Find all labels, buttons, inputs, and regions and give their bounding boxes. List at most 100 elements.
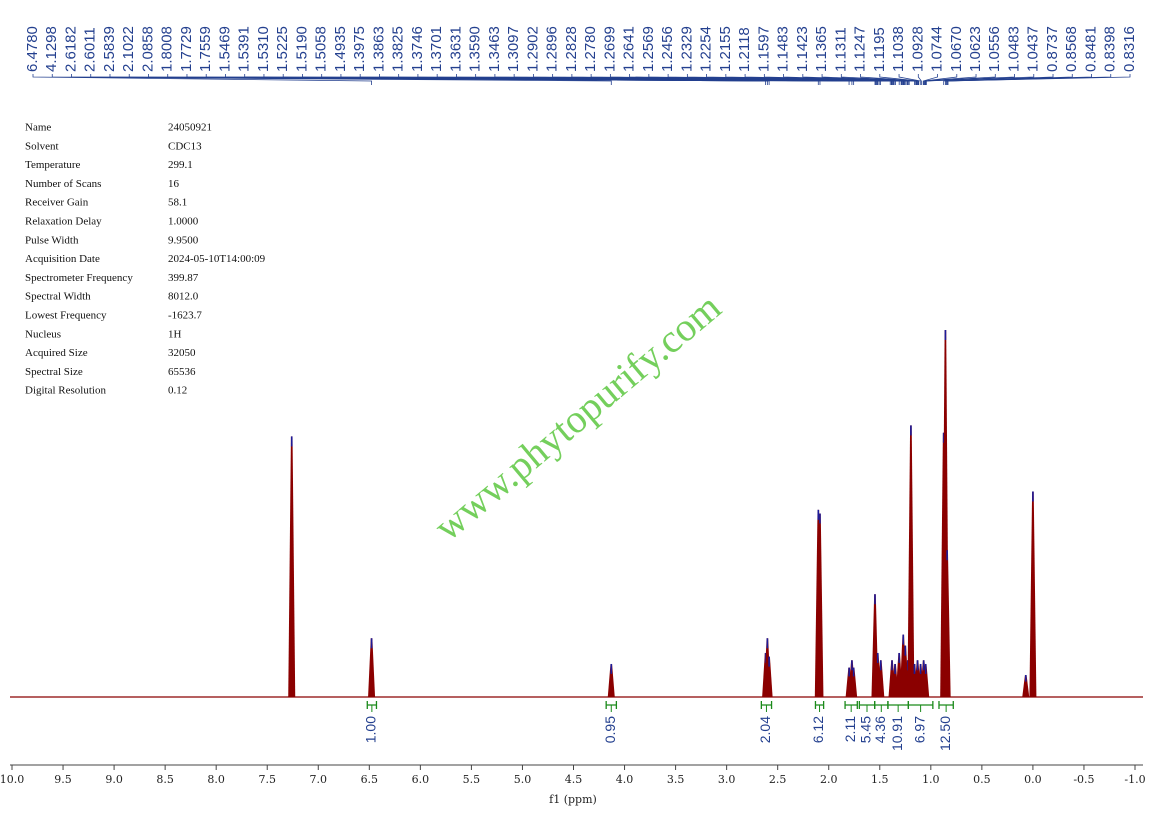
peak (765, 656, 773, 697)
param-name: Name (25, 122, 51, 134)
x-tick-label: -0.5 (1073, 773, 1094, 786)
peak (877, 660, 885, 697)
peak-label: 1.8008 (159, 26, 176, 72)
peak-leader (840, 74, 918, 85)
peak (943, 550, 951, 697)
peak (907, 425, 915, 697)
param-name: Spectral Width (25, 291, 91, 303)
integral-label: 12.50 (937, 716, 953, 751)
integral-label: 6.12 (810, 716, 826, 743)
peak-label: 1.0670 (948, 26, 965, 72)
peak-leader (51, 74, 612, 85)
peak-leader (917, 74, 922, 85)
peak-label: 1.5190 (293, 26, 310, 72)
peak-label: 1.3701 (428, 26, 445, 72)
param-name: Digital Resolution (25, 385, 106, 397)
param-value: 32050 (168, 347, 196, 359)
peak-label: 1.2828 (563, 26, 580, 72)
peak-label: 1.7559 (197, 26, 214, 72)
peak (816, 513, 824, 697)
peak-label: 6.4780 (24, 26, 41, 72)
peak-label: 2.6182 (62, 26, 79, 72)
param-value: 9.9500 (168, 234, 199, 246)
x-tick-label: 9.0 (105, 773, 123, 786)
param-value: 24050921 (168, 122, 212, 134)
param-name: Nucleus (25, 328, 61, 340)
peak-label: 4.1298 (43, 26, 60, 72)
peak-label: 1.3590 (467, 26, 484, 72)
watermark: www.phytopurify.com (425, 284, 729, 549)
peak-label: 0.8398 (1102, 26, 1119, 72)
peak-leader (922, 74, 938, 85)
param-value: 2024-05-10T14:00:09 (168, 253, 266, 265)
param-value: 65536 (168, 366, 196, 378)
peak-label: 1.3863 (370, 26, 387, 72)
x-tick-label: 10.0 (0, 773, 24, 786)
peak-label: 1.2155 (717, 26, 734, 72)
param-value: CDC13 (168, 140, 202, 152)
peak-leader (923, 74, 958, 85)
peak-label: 1.0556 (986, 26, 1003, 72)
peak-label: 1.3463 (486, 26, 503, 72)
peak-label: 1.2896 (544, 26, 561, 72)
x-axis-label: f1 (ppm) (549, 793, 597, 806)
param-value: 16 (168, 178, 180, 190)
peak-label: 1.5310 (255, 26, 272, 72)
peak-leader (821, 74, 918, 85)
x-tick-label: 2.0 (820, 773, 838, 786)
peak (1029, 491, 1037, 697)
param-name: Relaxation Delay (25, 216, 102, 228)
peak-label: 1.4935 (332, 26, 349, 72)
peak-label: 1.3825 (390, 26, 407, 72)
x-tick-label: 0.0 (1024, 773, 1042, 786)
peak-label: 1.0744 (929, 26, 946, 72)
peak-label: 0.8481 (1082, 26, 1099, 72)
peak-label: 1.3097 (505, 26, 522, 72)
peak-label: 1.1247 (852, 26, 869, 72)
peak-label: 1.5391 (236, 26, 253, 72)
integral-label: 0.95 (602, 716, 618, 743)
peak-leader (924, 74, 977, 85)
x-tick-label: 3.0 (718, 773, 736, 786)
peak-label: 2.6011 (82, 27, 99, 72)
x-tick-label: 8.0 (207, 773, 225, 786)
x-tick-label: 7.0 (310, 773, 328, 786)
param-name: Lowest Frequency (25, 310, 107, 322)
peak-label: 1.1195 (871, 27, 888, 72)
peak-label: 1.1423 (794, 26, 811, 72)
integral-label: 5.45 (858, 716, 874, 743)
integral-label: 2.04 (757, 716, 773, 743)
peak-label: 1.2641 (621, 26, 638, 72)
param-name: Temperature (25, 159, 81, 171)
x-tick-label: 5.0 (514, 773, 532, 786)
peak-label: 1.3746 (409, 26, 426, 72)
x-tick-label: 3.5 (667, 773, 685, 786)
peak-label: 1.2699 (601, 26, 618, 72)
peak (850, 667, 858, 697)
peak-leader (924, 74, 996, 85)
param-value: -1623.7 (168, 310, 202, 322)
peak (288, 436, 296, 697)
peak-label: 1.5469 (216, 26, 233, 72)
peak-leader (879, 74, 920, 85)
peak-leader (925, 74, 1035, 85)
integral-label: 4.36 (872, 716, 888, 743)
param-name: Pulse Width (25, 234, 79, 246)
peak-label: 1.0623 (967, 26, 984, 72)
peak-label: 1.1483 (775, 26, 792, 72)
param-value: 299.1 (168, 159, 193, 171)
peak-label: 1.0437 (1025, 26, 1042, 72)
peak (1022, 674, 1030, 697)
x-tick-label: 9.5 (54, 773, 72, 786)
x-tick-label: 5.5 (463, 773, 481, 786)
peak-label: 1.2569 (640, 26, 657, 72)
x-tick-label: 6.0 (412, 773, 430, 786)
x-tick-label: 4.0 (616, 773, 634, 786)
x-tick-label: 4.5 (565, 773, 583, 786)
x-tick-label: 6.5 (361, 773, 379, 786)
peak-label: 1.5058 (313, 26, 330, 72)
param-name: Spectral Size (25, 366, 83, 378)
param-value: 399.87 (168, 272, 199, 284)
peak-label: 1.2456 (659, 26, 676, 72)
